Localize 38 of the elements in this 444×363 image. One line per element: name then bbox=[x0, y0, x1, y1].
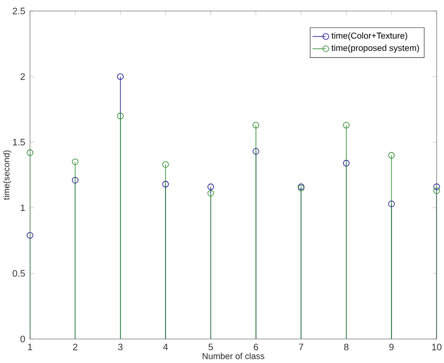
point bbox=[207, 184, 214, 190]
x-tick-label: 8 bbox=[344, 344, 348, 350]
x-tick-label: 5 bbox=[208, 344, 213, 350]
y-tick-label: 0.5 bbox=[12, 270, 25, 277]
y-tick-label: 1.5 bbox=[13, 138, 25, 146]
point bbox=[207, 190, 214, 197]
point bbox=[72, 176, 78, 184]
point bbox=[117, 73, 124, 80]
point bbox=[433, 184, 440, 190]
y-tick-label: 1 bbox=[20, 204, 25, 211]
x-tick-label: 7 bbox=[298, 344, 304, 350]
point bbox=[343, 122, 350, 128]
x-tick-label: 9 bbox=[389, 344, 394, 350]
y-axis-title: time(second) bbox=[3, 150, 12, 200]
point bbox=[26, 232, 34, 239]
x-tick-label: 6 bbox=[254, 344, 258, 350]
x-tick-label: 3 bbox=[118, 344, 123, 350]
x-tick-label: 10 bbox=[432, 344, 442, 350]
x-axis-title: Number of class bbox=[202, 352, 264, 360]
y-tick-label: 0 bbox=[20, 336, 25, 342]
point bbox=[162, 161, 169, 168]
point bbox=[162, 180, 169, 188]
point bbox=[433, 187, 440, 194]
legend-label: time(proposed system) bbox=[332, 44, 419, 53]
point bbox=[388, 200, 395, 208]
point bbox=[117, 112, 124, 120]
point bbox=[26, 149, 34, 156]
x-tick-label: 4 bbox=[163, 344, 168, 350]
point bbox=[343, 160, 350, 166]
point bbox=[388, 152, 395, 159]
x-tick-label: 1 bbox=[28, 344, 32, 350]
y-tick-label: 2 bbox=[20, 73, 25, 80]
y-tick-label: 2.5 bbox=[12, 8, 25, 14]
x-tick-label: 2 bbox=[73, 344, 78, 350]
point bbox=[252, 122, 260, 128]
point bbox=[252, 148, 260, 155]
point bbox=[72, 158, 78, 166]
legend-label: time(Color+Texture) bbox=[332, 32, 408, 40]
